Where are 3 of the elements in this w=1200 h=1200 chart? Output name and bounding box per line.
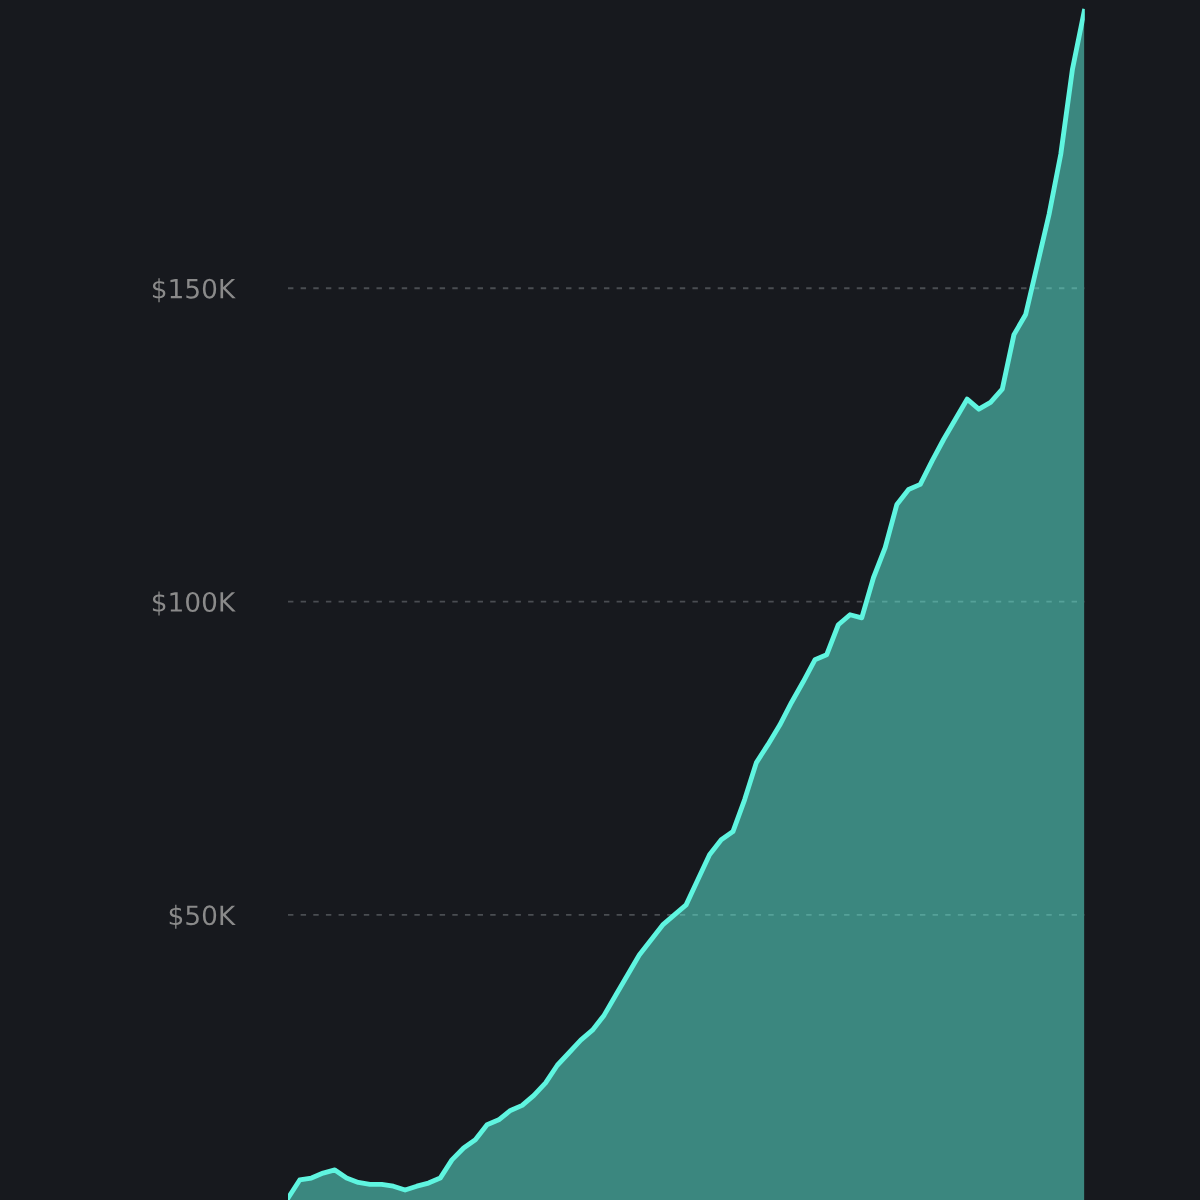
y-tick-label: $50K	[169, 904, 236, 929]
y-tick-label: $150K	[152, 278, 236, 303]
y-tick-label: $100K	[152, 591, 236, 616]
